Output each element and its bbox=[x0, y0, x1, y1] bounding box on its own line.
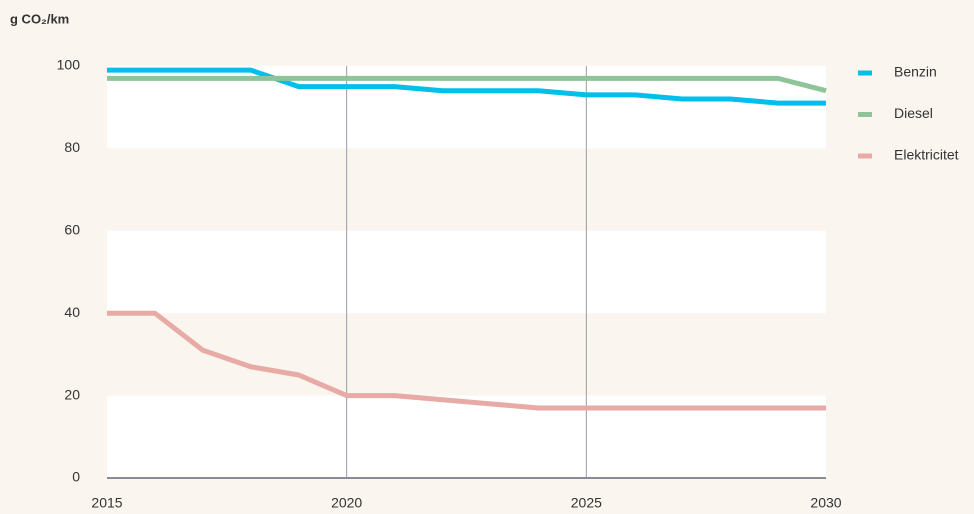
line bbox=[107, 67, 826, 106]
y-axis-label: g CO₂/km bbox=[10, 11, 69, 26]
y-tick-label: 100 bbox=[57, 57, 81, 73]
legend-label: Benzin bbox=[894, 64, 937, 80]
y-tick-label: 0 bbox=[72, 469, 80, 485]
x-tick-label: 2015 bbox=[91, 495, 122, 511]
line bbox=[107, 75, 827, 94]
legend-label: Diesel bbox=[894, 105, 933, 121]
line bbox=[107, 310, 826, 411]
y-tick-label: 40 bbox=[64, 304, 80, 320]
y-tick-label: 60 bbox=[64, 222, 80, 238]
x-tick-label: 2030 bbox=[810, 495, 841, 511]
band bbox=[107, 230, 826, 314]
y-tick-label: 20 bbox=[64, 386, 80, 402]
legend-label: Elektricitet bbox=[894, 147, 959, 163]
x-tick-label: 2025 bbox=[571, 495, 602, 511]
y-tick-label: 80 bbox=[64, 139, 80, 155]
x-tick-label: 2020 bbox=[331, 495, 362, 511]
